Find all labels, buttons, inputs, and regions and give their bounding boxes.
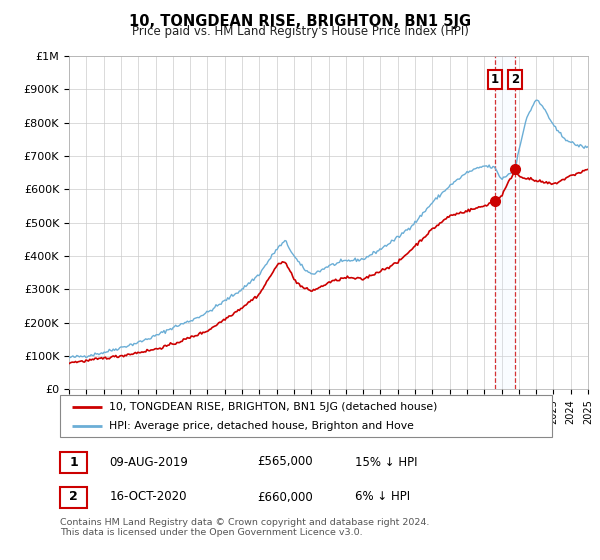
Bar (494, 56, 515, 389)
FancyBboxPatch shape (60, 395, 552, 437)
Text: This data is licensed under the Open Government Licence v3.0.: This data is licensed under the Open Gov… (60, 528, 362, 536)
Text: 16-OCT-2020: 16-OCT-2020 (109, 491, 187, 503)
FancyBboxPatch shape (60, 487, 87, 507)
Text: Contains HM Land Registry data © Crown copyright and database right 2024.: Contains HM Land Registry data © Crown c… (60, 518, 430, 527)
Text: 1: 1 (69, 455, 78, 469)
Text: 2: 2 (511, 73, 520, 86)
Text: 15% ↓ HPI: 15% ↓ HPI (355, 455, 418, 469)
Text: 10, TONGDEAN RISE, BRIGHTON, BN1 5JG (detached house): 10, TONGDEAN RISE, BRIGHTON, BN1 5JG (de… (109, 402, 437, 412)
Text: 1: 1 (491, 73, 499, 86)
Text: 2: 2 (69, 491, 78, 503)
Text: £565,000: £565,000 (257, 455, 313, 469)
Text: 09-AUG-2019: 09-AUG-2019 (109, 455, 188, 469)
FancyBboxPatch shape (60, 451, 87, 473)
Text: £660,000: £660,000 (257, 491, 313, 503)
Text: Price paid vs. HM Land Registry's House Price Index (HPI): Price paid vs. HM Land Registry's House … (131, 25, 469, 38)
Text: 10, TONGDEAN RISE, BRIGHTON, BN1 5JG: 10, TONGDEAN RISE, BRIGHTON, BN1 5JG (129, 14, 471, 29)
Text: 6% ↓ HPI: 6% ↓ HPI (355, 491, 410, 503)
Text: HPI: Average price, detached house, Brighton and Hove: HPI: Average price, detached house, Brig… (109, 421, 414, 431)
